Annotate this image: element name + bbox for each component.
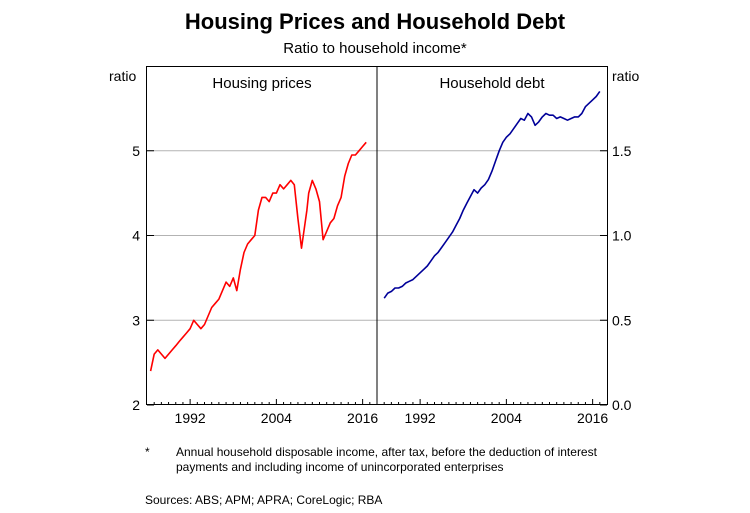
x-tick-label: 2016 bbox=[347, 410, 378, 426]
y-axis-unit-label: ratio bbox=[612, 68, 639, 84]
footnote-marker: * bbox=[145, 445, 150, 459]
y-tick-label: 5 bbox=[132, 143, 140, 159]
x-tick-label: 1992 bbox=[405, 410, 436, 426]
axis-labels: Housing prices ratio 2 3 4 5 1992 2004 2016 House… bbox=[109, 68, 639, 426]
x-tick-label: 2016 bbox=[577, 410, 608, 426]
x-tick-label: 2004 bbox=[261, 410, 292, 426]
y-tick-label: 4 bbox=[132, 228, 140, 244]
household-debt-line bbox=[383, 90, 601, 299]
y-tick-label: 1.5 bbox=[612, 143, 632, 159]
series-lines bbox=[149, 90, 601, 372]
y-tick-label: 1.0 bbox=[612, 228, 632, 244]
sources-text: Sources: ABS; APM; APRA; CoreLogic; RBA bbox=[145, 493, 383, 507]
y-tick-label: 3 bbox=[132, 312, 140, 328]
y-axis-unit-label: ratio bbox=[109, 68, 136, 84]
x-tick-label: 1992 bbox=[175, 410, 206, 426]
y-tick-label: 2 bbox=[132, 397, 140, 413]
housing-prices-line bbox=[149, 141, 367, 372]
x-tick-label: 2004 bbox=[491, 410, 522, 426]
chart-title: Housing Prices and Household Debt bbox=[184, 9, 566, 34]
footnote-text: Annual household disposable income, afte… bbox=[176, 445, 597, 474]
chart-subtitle: Ratio to household income* bbox=[283, 40, 467, 57]
axis-ticks bbox=[147, 150, 607, 406]
y-tick-label: 0.5 bbox=[612, 312, 632, 328]
panel-title: Household debt bbox=[439, 75, 545, 92]
y-tick-label: 0.0 bbox=[612, 397, 632, 413]
panel-title: Housing prices bbox=[212, 75, 311, 92]
